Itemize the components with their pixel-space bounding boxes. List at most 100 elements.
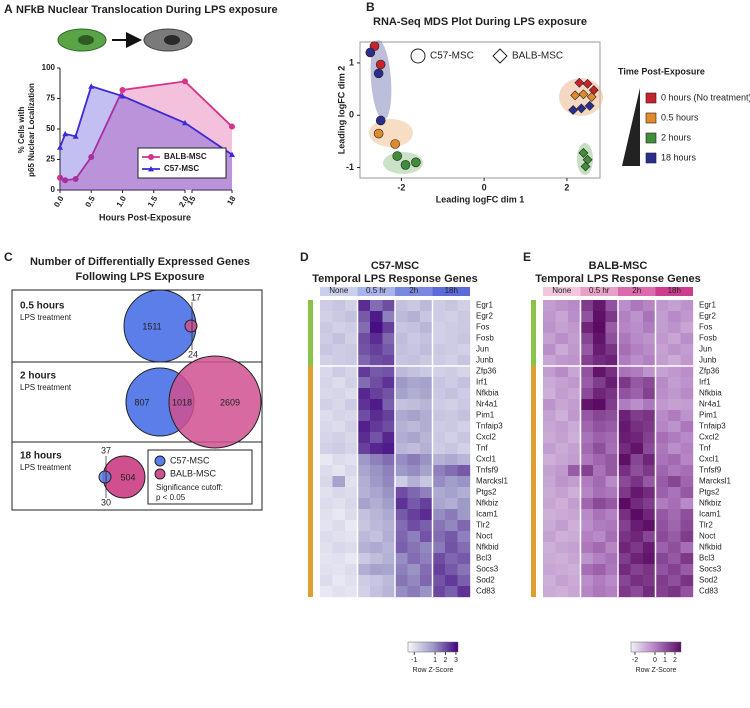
heat-cell	[345, 520, 358, 532]
heat-cell	[555, 498, 569, 510]
row-label: Fos	[476, 323, 489, 332]
heat-cell	[420, 487, 433, 499]
heat-cell	[320, 322, 333, 334]
heat-cell	[668, 355, 681, 367]
heat-cell	[457, 520, 471, 532]
heat-cell	[457, 575, 471, 587]
heat-cell	[618, 465, 631, 477]
heat-cell	[580, 366, 594, 378]
heat-cell	[407, 586, 421, 598]
group-header	[580, 287, 618, 296]
heat-cell	[357, 311, 371, 323]
heat-cell	[320, 542, 333, 554]
heat-cell	[555, 399, 569, 411]
heat-cell	[395, 399, 408, 411]
legend-swatch	[154, 455, 166, 467]
heat-cell	[382, 366, 396, 378]
heat-cell	[593, 311, 606, 323]
legend-swatch	[154, 468, 166, 480]
x-tick-label: 0.0	[52, 194, 66, 209]
heat-cell	[357, 366, 371, 378]
heat-cell	[593, 377, 606, 389]
heat-cell	[420, 531, 433, 543]
heat-cell	[680, 542, 694, 554]
heat-cell	[580, 421, 594, 433]
marker	[182, 119, 188, 126]
heat-cell	[630, 399, 644, 411]
heat-cell	[593, 443, 606, 455]
legend-label: 0.5 hours	[661, 112, 699, 122]
heat-cell	[320, 575, 333, 587]
row-label: Tnfaip3	[699, 422, 726, 431]
key-tick-label: 1	[433, 657, 437, 664]
heat-cell	[457, 531, 471, 543]
heat-cell	[370, 366, 383, 378]
heat-cell	[605, 465, 619, 477]
heat-cell	[543, 498, 556, 510]
heat-cell	[357, 542, 371, 554]
heat-cell	[457, 509, 471, 521]
heat-cell	[382, 311, 396, 323]
heat-cell	[382, 344, 396, 356]
row-label: Cd83	[699, 587, 719, 596]
heat-cell	[345, 531, 358, 543]
heat-cell	[593, 300, 606, 312]
heat-cell	[568, 355, 581, 367]
heat-cell	[420, 344, 433, 356]
venn-number: 807	[134, 397, 149, 407]
marker	[72, 133, 79, 139]
group-label: 0.5 hr	[366, 286, 387, 295]
heat-cell	[593, 388, 606, 400]
marker	[182, 78, 188, 85]
heat-cell	[580, 355, 594, 367]
legend-label: C57-MSC	[170, 455, 210, 465]
heat-cell	[543, 377, 556, 389]
heat-cell	[655, 553, 669, 565]
heat-cell	[543, 553, 556, 565]
heat-cell	[555, 421, 569, 433]
heat-cell	[630, 322, 644, 334]
heat-cell	[332, 454, 346, 466]
heat-cell	[407, 564, 421, 576]
heat-cell	[593, 454, 606, 466]
group-header	[655, 287, 693, 296]
heat-cell	[580, 553, 594, 565]
x-axis-label: Hours Post-Exposure	[99, 212, 191, 222]
group-header	[395, 287, 433, 296]
heat-cell	[445, 377, 458, 389]
heat-cell	[580, 311, 594, 323]
y-axis-label: % Cells with	[17, 107, 26, 154]
heat-cell	[655, 443, 669, 455]
heat-cell	[395, 520, 408, 532]
heat-cell	[555, 542, 569, 554]
row-label: Tlr2	[699, 521, 713, 530]
legend-swatch	[645, 92, 657, 104]
heat-cell	[593, 410, 606, 422]
heat-cell	[680, 586, 694, 598]
heat-cell	[457, 355, 471, 367]
heat-cell	[420, 410, 433, 422]
heat-cell	[432, 410, 446, 422]
heat-cell	[618, 410, 631, 422]
heat-cell	[382, 333, 396, 345]
heat-cell	[445, 476, 458, 488]
row-label: Nr4a1	[476, 400, 498, 409]
y-axis-label: p65 Nuclear Localization	[27, 83, 36, 177]
heat-cell	[568, 498, 581, 510]
group-label: 2h	[409, 286, 418, 295]
x-tick-label: 2	[564, 182, 569, 192]
heat-cell	[580, 487, 594, 499]
heat-cell	[407, 498, 421, 510]
heat-cell	[457, 300, 471, 312]
heat-cell	[320, 311, 333, 323]
heat-cell	[420, 311, 433, 323]
heat-cell	[382, 355, 396, 367]
heat-cell	[370, 575, 383, 587]
heat-cell	[630, 553, 644, 565]
heat-cell	[618, 498, 631, 510]
heat-cell	[332, 531, 346, 543]
heat-cell	[345, 300, 358, 312]
heat-cell	[382, 509, 396, 521]
heat-cell	[555, 575, 569, 587]
heat-cell	[555, 366, 569, 378]
